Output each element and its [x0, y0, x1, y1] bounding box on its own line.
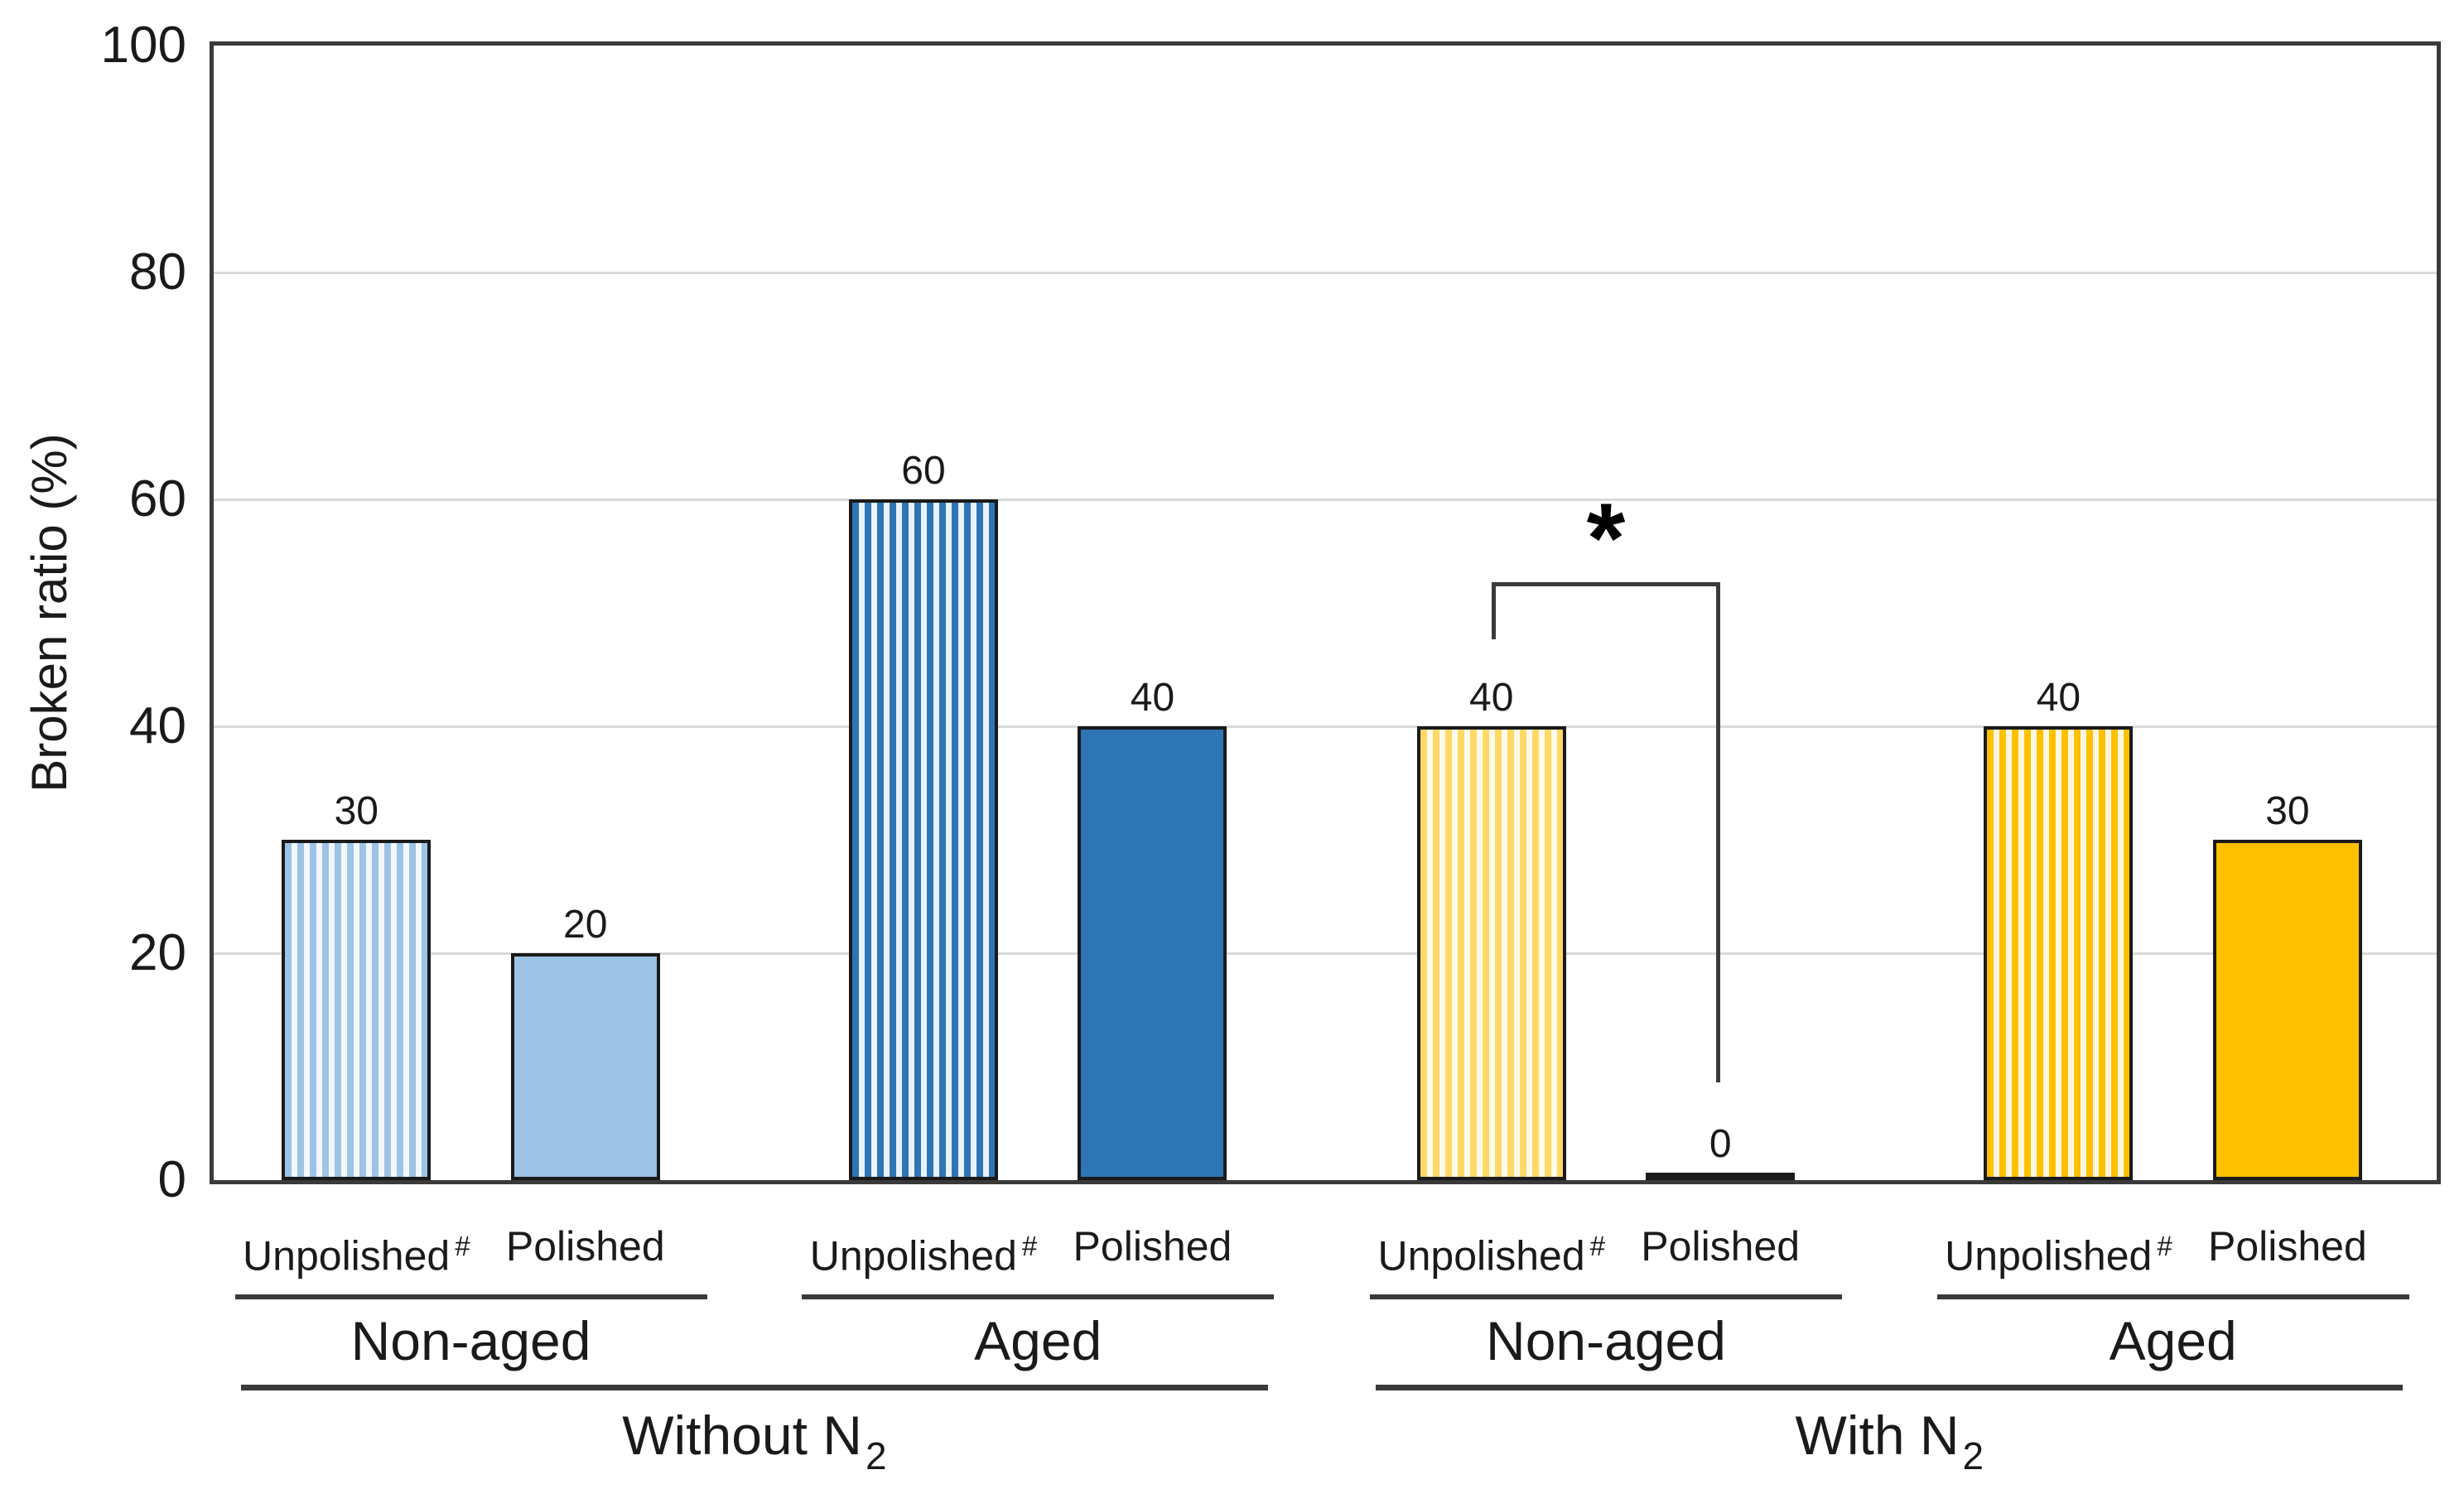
significance-asterisk: *: [1586, 483, 1626, 594]
bar-polished: [510, 953, 660, 1180]
category-label-text: Polished: [2207, 1223, 2367, 1270]
significance-bracket-right-arm: [1716, 582, 1721, 1083]
category-label-superscript: #: [455, 1231, 470, 1261]
bar-polished: [1646, 1173, 1796, 1180]
y-tick-label: 80: [129, 243, 186, 301]
bar-polished: [2212, 840, 2362, 1180]
bar-value-label: 40: [1469, 676, 1514, 720]
category-label: Unpolished #: [174, 1219, 538, 1284]
category-label: Polished: [403, 1219, 768, 1274]
condition-label-text: Without N: [622, 1405, 862, 1466]
group-underline: [802, 1294, 1275, 1299]
bar-polished: [1078, 726, 1227, 1180]
bar-value-label: 20: [563, 903, 608, 947]
group-underline: [1936, 1294, 2409, 1299]
y-tick-label: 20: [129, 924, 186, 981]
category-label-text: Unpolished: [243, 1232, 451, 1280]
category-label: Unpolished #: [1876, 1219, 2240, 1284]
bar-value-label: 40: [1130, 676, 1175, 720]
y-axis-title: Broken ratio (%): [22, 433, 77, 793]
plot-area: [210, 41, 2441, 1184]
condition-label: With N2: [1558, 1403, 2220, 1477]
category-label-text: Polished: [1073, 1223, 1232, 1270]
y-tick-label: 100: [100, 17, 186, 74]
y-tick-label: 60: [129, 470, 186, 528]
condition-label: Without N2: [423, 1403, 1086, 1477]
bar-unpolished: [849, 499, 998, 1180]
category-label-superscript: #: [2157, 1231, 2172, 1261]
category-label: Polished: [2105, 1219, 2464, 1274]
gridline-20: [214, 952, 2437, 955]
group-underline: [234, 1294, 707, 1299]
category-label: Polished: [1538, 1219, 1902, 1274]
bar-value-label: 30: [334, 789, 379, 833]
category-label: Unpolished #: [741, 1219, 1106, 1284]
gridline-60: [214, 498, 2437, 501]
bar-unpolished: [1984, 726, 2134, 1180]
bar-value-label: 60: [901, 449, 946, 493]
significance-bracket-top: [1491, 582, 1721, 586]
category-label-text: Unpolished: [809, 1232, 1017, 1280]
condition-label-subscript: 2: [865, 1434, 887, 1477]
group-label: Aged: [974, 1310, 1102, 1371]
significance-bracket-left-arm: [1491, 582, 1496, 639]
category-label-text: Polished: [1641, 1223, 1801, 1270]
condition-label-subscript: 2: [1962, 1434, 1984, 1477]
bar-value-label: 30: [2265, 789, 2310, 833]
condition-underline: [240, 1385, 1268, 1390]
bar-unpolished: [1416, 726, 1566, 1180]
condition-underline: [1376, 1385, 2404, 1390]
y-tick-label: 40: [129, 697, 186, 754]
bar-value-label: 0: [1709, 1122, 1732, 1166]
gridline-80: [214, 271, 2437, 274]
group-label: Aged: [2109, 1310, 2237, 1371]
category-label: Polished: [970, 1219, 1334, 1274]
category-label: Unpolished #: [1309, 1219, 1674, 1284]
category-label-text: Unpolished: [1945, 1232, 2153, 1280]
category-label-superscript: #: [1589, 1231, 1606, 1261]
condition-label-text: With N: [1795, 1405, 1960, 1466]
category-label-superscript: #: [1021, 1231, 1038, 1261]
bar-unpolished: [282, 840, 432, 1180]
y-tick-label: 0: [157, 1151, 186, 1208]
bar-value-label: 40: [2036, 676, 2081, 720]
group-underline: [1369, 1294, 1842, 1299]
gridline-40: [214, 725, 2437, 728]
group-label: Non-aged: [1486, 1310, 1726, 1371]
category-label-text: Unpolished: [1377, 1232, 1585, 1280]
category-label-text: Polished: [505, 1223, 665, 1270]
group-label: Non-aged: [350, 1310, 591, 1371]
